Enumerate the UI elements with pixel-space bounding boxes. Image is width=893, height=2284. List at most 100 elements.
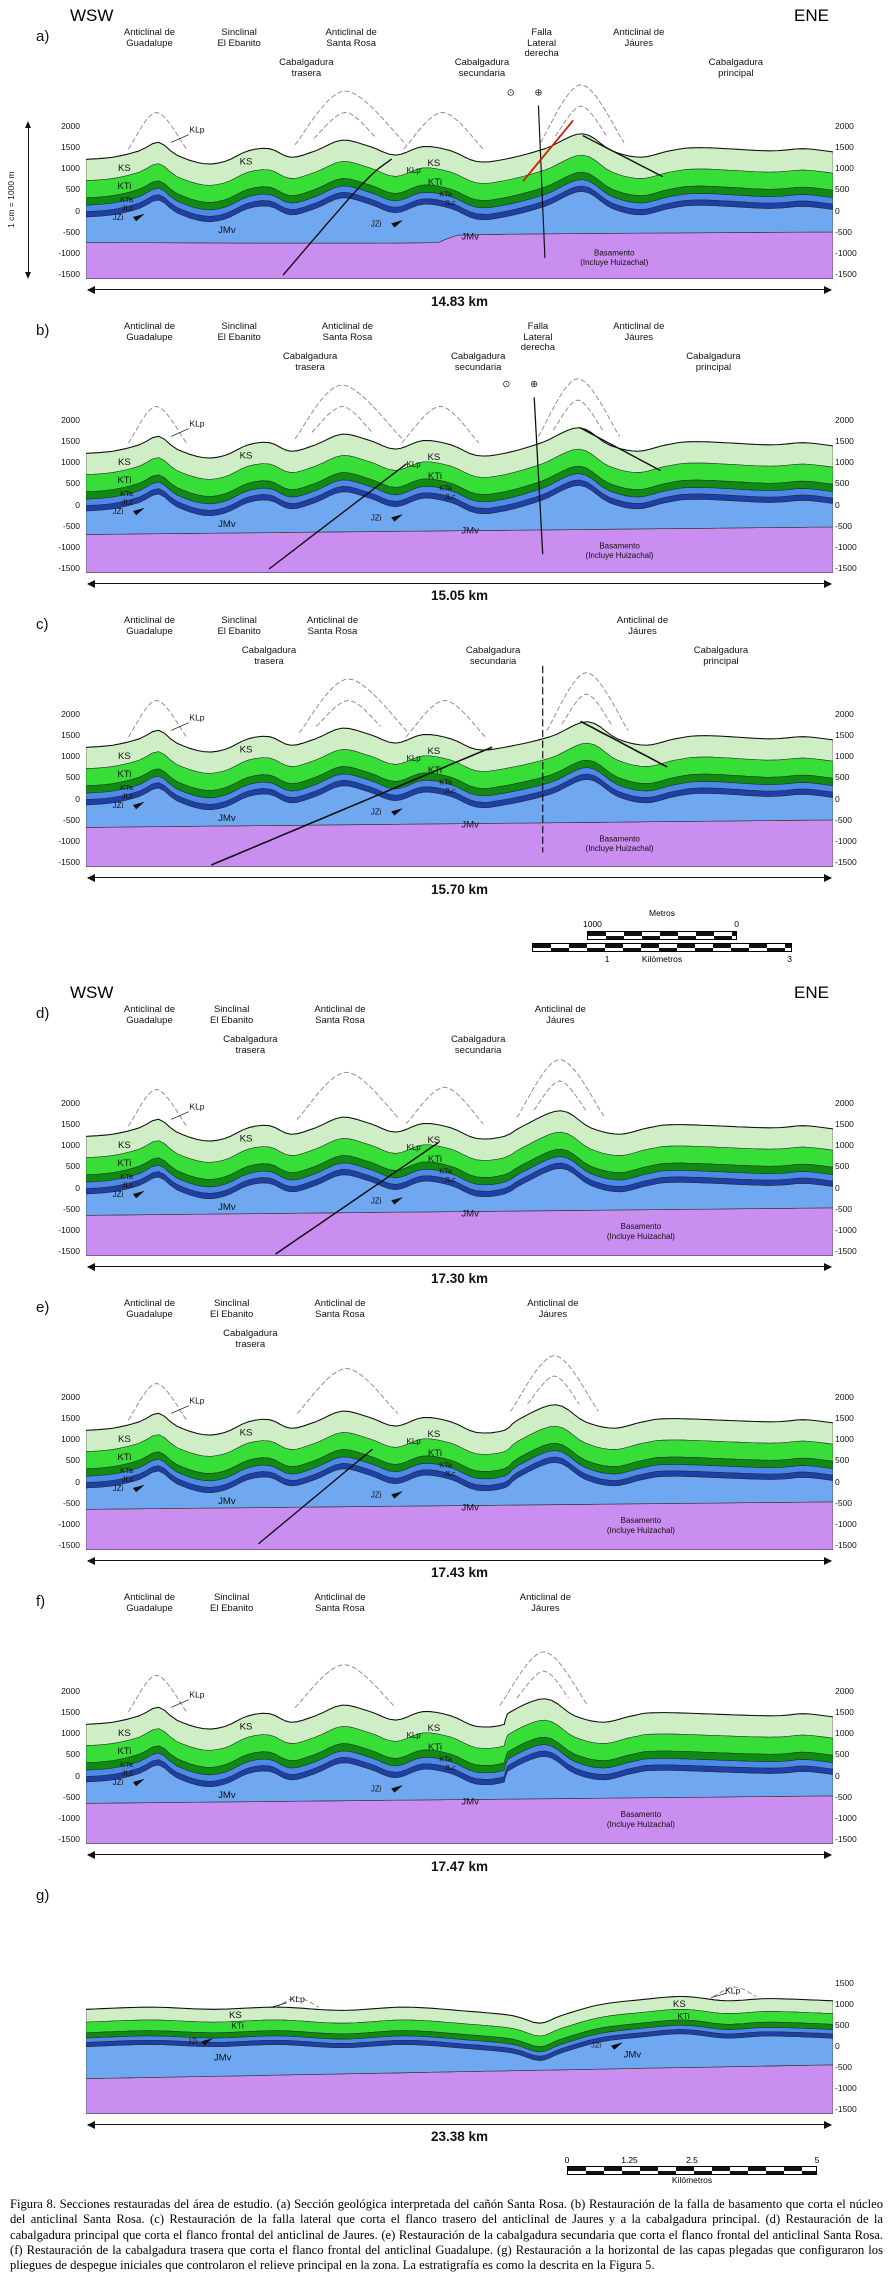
axis-tick: -1500 <box>835 268 857 279</box>
fault-line <box>211 746 493 866</box>
layer-JZi <box>86 773 833 810</box>
elevation-axis-right: 2000 1500 1000 500 0 -500 -1000 -1500 <box>835 415 877 573</box>
basement-label: (Incluye Huizachal) <box>586 551 654 560</box>
scale-bar-metros-kilometros: Metros 1000 0 1 Kilómetros 3 <box>527 908 797 965</box>
unit-label-JLc: JLc <box>444 786 456 795</box>
eroded-crest-dashed <box>546 672 629 731</box>
axis-tick: 1000 <box>61 1140 80 1151</box>
elevation-axis-left: 2000 1500 1000 500 0 -500 -1000 -1500 <box>34 709 80 867</box>
eroded-crest-dashed <box>510 1355 599 1412</box>
label-anticlinal-santa-rosa: Anticlinal de Santa Rosa <box>314 1298 366 1320</box>
figure-caption: Figura 8. Secciones restauradas del área… <box>10 2197 883 2273</box>
basement-layer <box>86 1207 833 1256</box>
eroded-crest-dashed <box>540 84 625 143</box>
axis-tick: -500 <box>835 1203 853 1214</box>
fault-motion-symbol: ⊙ <box>502 379 510 390</box>
unit-label-KLp: KLp <box>189 1396 204 1406</box>
section-length-a: 14.83 km <box>86 282 833 314</box>
axis-tick: 1000 <box>61 457 80 468</box>
label-cabalgadura-trasera: Cabalgadura trasera <box>282 351 338 373</box>
axis-tick: -1000 <box>58 541 80 552</box>
unit-label-KLp: KLp <box>406 1731 421 1740</box>
unit-label-KLp: KLp <box>189 419 204 429</box>
label-cabalgadura-principal: Cabalgadura principal <box>686 351 741 373</box>
axis-tick: 0 <box>75 499 80 510</box>
unit-label-KTi: KTi <box>117 769 131 780</box>
unit-label-JZi: JZi <box>371 220 382 229</box>
eroded-crest-dashed <box>533 1080 586 1111</box>
eroded-crest-dashed <box>499 1651 589 1706</box>
axis-tick: 500 <box>65 1455 80 1466</box>
topographic-surface <box>86 1698 833 1730</box>
unit-label-KS: KS <box>240 745 253 756</box>
elevation-axis-left: 2000 1500 1000 500 0 -500 -1000 -1500 <box>34 1098 80 1256</box>
label-falla-lateral: Falla Lateral derecha <box>524 27 559 60</box>
structure-labels-f: Anticlinal de Guadalupe Sinclinal El Eba… <box>86 1592 833 1641</box>
length-arrow <box>87 285 832 294</box>
eroded-crest-dashed <box>712 1986 757 1997</box>
eroded-crest-dashed <box>294 384 403 439</box>
axis-tick: 500 <box>835 478 850 489</box>
unit-label-JZi: JZi <box>113 1484 124 1493</box>
fault-line <box>533 397 544 555</box>
label-cabalgadura-trasera: Cabalgadura trasera <box>279 57 334 79</box>
axis-tick: -1000 <box>58 1224 80 1235</box>
axis-tick: -500 <box>62 1203 80 1214</box>
fault-line <box>579 427 661 472</box>
unit-label-KTi: KTi <box>117 181 131 192</box>
structure-labels-a: Anticlinal de Guadalupe Sinclinal El Eba… <box>86 27 833 79</box>
unit-label-JLc: JLc <box>122 1475 134 1484</box>
unit-label-KTa: KTa <box>439 778 453 787</box>
panel-letter-g: g) <box>36 1887 50 1904</box>
unit-label-KLp: KLp <box>290 1994 305 2004</box>
length-arrow <box>87 579 832 588</box>
axis-tick: 1500 <box>61 436 80 447</box>
thrust-arrow <box>391 1491 403 1499</box>
unit-label-JMv: JMv <box>461 819 479 830</box>
eroded-crest-dashed <box>296 1367 399 1414</box>
thrust-arrow <box>391 514 403 522</box>
axis-tick: -1500 <box>835 856 857 867</box>
length-value: 17.43 km <box>430 1565 489 1580</box>
axis-tick: 0 <box>75 1182 80 1193</box>
eroded-crest-dashed <box>405 699 486 738</box>
axis-tick: 1000 <box>835 1999 854 2009</box>
axis-tick: -1000 <box>58 247 80 258</box>
fault-line <box>537 105 546 259</box>
fault-line <box>580 720 668 768</box>
unit-label-KTa: KTa <box>439 484 453 493</box>
panel-letter-f: f) <box>36 1593 46 1610</box>
unit-label-JMv: JMv <box>218 1202 236 1213</box>
length-value: 15.70 km <box>430 882 489 897</box>
topographic-surface <box>86 1404 833 1436</box>
eroded-crest-dashed <box>128 1382 187 1421</box>
axis-tick: 1000 <box>61 751 80 762</box>
axis-tick: -500 <box>835 2062 853 2072</box>
unit-label-JZi: JZi <box>113 213 124 222</box>
panel-letter-b: b) <box>36 322 50 339</box>
axis-tick: -1500 <box>58 268 80 279</box>
thrust-arrow <box>132 1778 145 1787</box>
axis-tick: 1500 <box>61 1119 80 1130</box>
unit-label-KS: KS <box>118 1140 131 1151</box>
axis-tick: 2000 <box>835 709 854 719</box>
unit-label-JZi: JZi <box>371 808 382 817</box>
axis-tick: 1500 <box>61 142 80 153</box>
axis-tick: 500 <box>835 2020 850 2030</box>
label-sinclinal-ebanito: Sinclinal El Ebanito <box>217 321 261 343</box>
panel-letter-d: d) <box>36 1005 50 1022</box>
unit-label-JZi: JZi <box>113 1778 124 1787</box>
unit-label-KTi: KTi <box>428 765 442 776</box>
fault-line <box>170 1405 189 1414</box>
length-arrow <box>87 1850 832 1859</box>
axis-tick: 2000 <box>61 1686 80 1696</box>
eroded-crest-dashed <box>128 699 187 738</box>
axis-tick: -1000 <box>835 1224 857 1235</box>
label-sinclinal-ebanito: Sinclinal El Ebanito <box>217 27 261 49</box>
unit-label-KTa: KTa <box>120 1466 134 1475</box>
eroded-crest-dashed <box>537 378 621 437</box>
fault-line <box>170 1699 189 1708</box>
unit-label-KS: KS <box>240 1428 253 1439</box>
fault-line <box>258 1448 373 1545</box>
